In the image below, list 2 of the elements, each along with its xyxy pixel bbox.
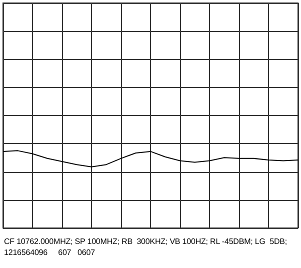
text: 1216564096 607 0607 xyxy=(4,248,95,257)
text: CF 10762.000MHZ; SP 100MHZ; RB 300KHZ; VB 100HZ; RL -45DBM; LG 5DB; xyxy=(4,237,287,246)
